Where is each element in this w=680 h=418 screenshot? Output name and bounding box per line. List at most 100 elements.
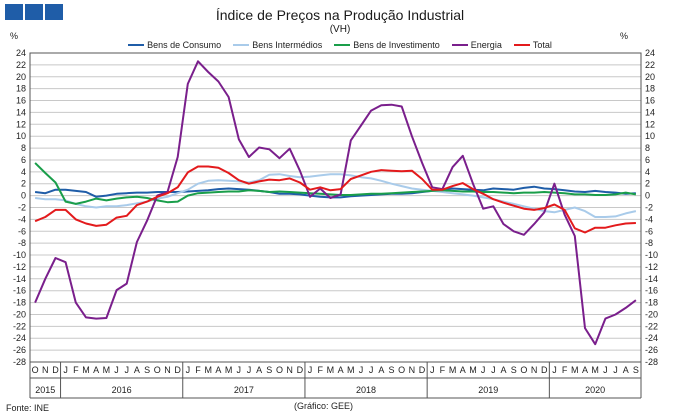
- x-month-label: J: [369, 365, 374, 375]
- y-tick-label-left: -22: [13, 321, 26, 331]
- logo-block: [45, 4, 63, 20]
- x-month-label: N: [164, 365, 171, 375]
- x-month-label: J: [63, 365, 68, 375]
- x-month-label: M: [571, 365, 579, 375]
- x-month-label: M: [225, 365, 233, 375]
- y-tick-label-right: 2: [645, 179, 650, 189]
- x-month-label: S: [511, 365, 517, 375]
- x-month-label: J: [613, 365, 618, 375]
- y-tick-label-right: -26: [645, 345, 658, 355]
- x-month-label: A: [460, 365, 466, 375]
- x-month-label: N: [409, 365, 416, 375]
- y-tick-label-right: 4: [645, 167, 650, 177]
- x-year-label: 2020: [585, 385, 605, 395]
- legend-item: Total: [513, 40, 552, 50]
- x-month-label: D: [52, 365, 59, 375]
- x-month-label: F: [562, 365, 568, 375]
- x-month-label: D: [419, 365, 426, 375]
- y-tick-label-left: -24: [13, 333, 26, 343]
- y-tick-label-right: 24: [645, 48, 655, 58]
- y-tick-label-right: 10: [645, 131, 655, 141]
- series-line-0: [34, 185, 636, 199]
- legend-item: Bens Intermédios: [233, 40, 322, 50]
- x-month-label: J: [430, 365, 435, 375]
- y-tick-label-left: -10: [13, 250, 26, 260]
- y-tick-label-left: 24: [16, 48, 26, 58]
- logo-block: [25, 4, 43, 20]
- x-month-label: F: [73, 365, 79, 375]
- x-month-label: S: [144, 365, 150, 375]
- chart-title: Índice de Preços na Produção Industrial: [215, 7, 465, 23]
- x-month-label: A: [582, 365, 588, 375]
- legend-item: Bens de Consumo: [128, 40, 221, 50]
- legend-swatch: [233, 44, 250, 46]
- y-tick-label-left: -20: [13, 309, 26, 319]
- y-tick-label-right: -10: [645, 250, 658, 260]
- y-tick-label-left: 18: [16, 84, 26, 94]
- x-year-label: 2015: [35, 385, 55, 395]
- x-month-label: A: [501, 365, 507, 375]
- y-tick-label-right: -18: [645, 298, 658, 308]
- y-tick-label-right: -4: [645, 214, 653, 224]
- x-month-label: A: [215, 365, 221, 375]
- y-tick-label-right: 6: [645, 155, 650, 165]
- y-tick-label-right: -16: [645, 286, 658, 296]
- x-month-label: M: [347, 365, 355, 375]
- y-tick-label-right: 14: [645, 107, 655, 117]
- x-month-label: J: [603, 365, 608, 375]
- y-axis-unit-right: %: [620, 31, 629, 41]
- x-month-label: J: [114, 365, 119, 375]
- x-month-label: N: [286, 365, 293, 375]
- x-month-label: J: [124, 365, 129, 375]
- y-tick-label-left: 14: [16, 107, 26, 117]
- x-year-label: 2017: [234, 385, 254, 395]
- x-month-label: M: [591, 365, 599, 375]
- legend-label: Total: [532, 40, 552, 50]
- legend-swatch: [451, 44, 468, 46]
- x-month-label: J: [237, 365, 242, 375]
- legend-swatch: [334, 44, 351, 46]
- x-year-label: 2019: [478, 385, 498, 395]
- y-tick-label-left: 6: [21, 155, 26, 165]
- chart-credit: (Gráfico: GEE): [294, 401, 354, 411]
- x-month-label: M: [449, 365, 457, 375]
- y-axis-unit-left: %: [10, 31, 19, 41]
- plot-frame: [29, 52, 642, 363]
- y-tick-label-right: -8: [645, 238, 653, 248]
- x-month-label: O: [32, 365, 39, 375]
- x-month-label: J: [491, 365, 496, 375]
- x-month-label: M: [469, 365, 477, 375]
- legend-label: Bens de Consumo: [147, 40, 222, 50]
- y-tick-label-right: 0: [645, 191, 650, 201]
- y-tick-label-left: 16: [16, 96, 26, 106]
- y-tick-label-left: 4: [21, 167, 26, 177]
- legend-label: Bens de Investimento: [353, 40, 440, 50]
- legend-label: Energia: [470, 40, 502, 50]
- x-month-label: M: [204, 365, 212, 375]
- x-month-label: A: [256, 365, 262, 375]
- y-tick-label-left: -4: [18, 214, 26, 224]
- y-tick-label-left: -16: [13, 286, 26, 296]
- x-month-label: J: [359, 365, 364, 375]
- ine-logo: [5, 4, 63, 20]
- y-tick-label-right: 8: [645, 143, 650, 153]
- x-month-label: J: [247, 365, 252, 375]
- x-month-label: M: [327, 365, 335, 375]
- x-year-label: 2016: [112, 385, 132, 395]
- x-month-label: O: [276, 365, 283, 375]
- y-tick-label-right: -12: [645, 262, 658, 272]
- y-tick-label-right: -14: [645, 274, 658, 284]
- x-month-label: S: [266, 365, 272, 375]
- source-note: Fonte: INE: [6, 403, 50, 413]
- x-month-label: O: [398, 365, 405, 375]
- legend-item: Energia: [451, 40, 502, 50]
- y-tick-label-left: 8: [21, 143, 26, 153]
- y-tick-label-right: 18: [645, 84, 655, 94]
- x-month-label: J: [308, 365, 313, 375]
- y-tick-label-left: -18: [13, 298, 26, 308]
- y-tick-label-left: 12: [16, 119, 26, 129]
- y-tick-label-left: -26: [13, 345, 26, 355]
- y-tick-label-left: -2: [18, 203, 26, 213]
- legend-item: Bens de Investimento: [334, 40, 440, 50]
- x-year-label: 2018: [356, 385, 376, 395]
